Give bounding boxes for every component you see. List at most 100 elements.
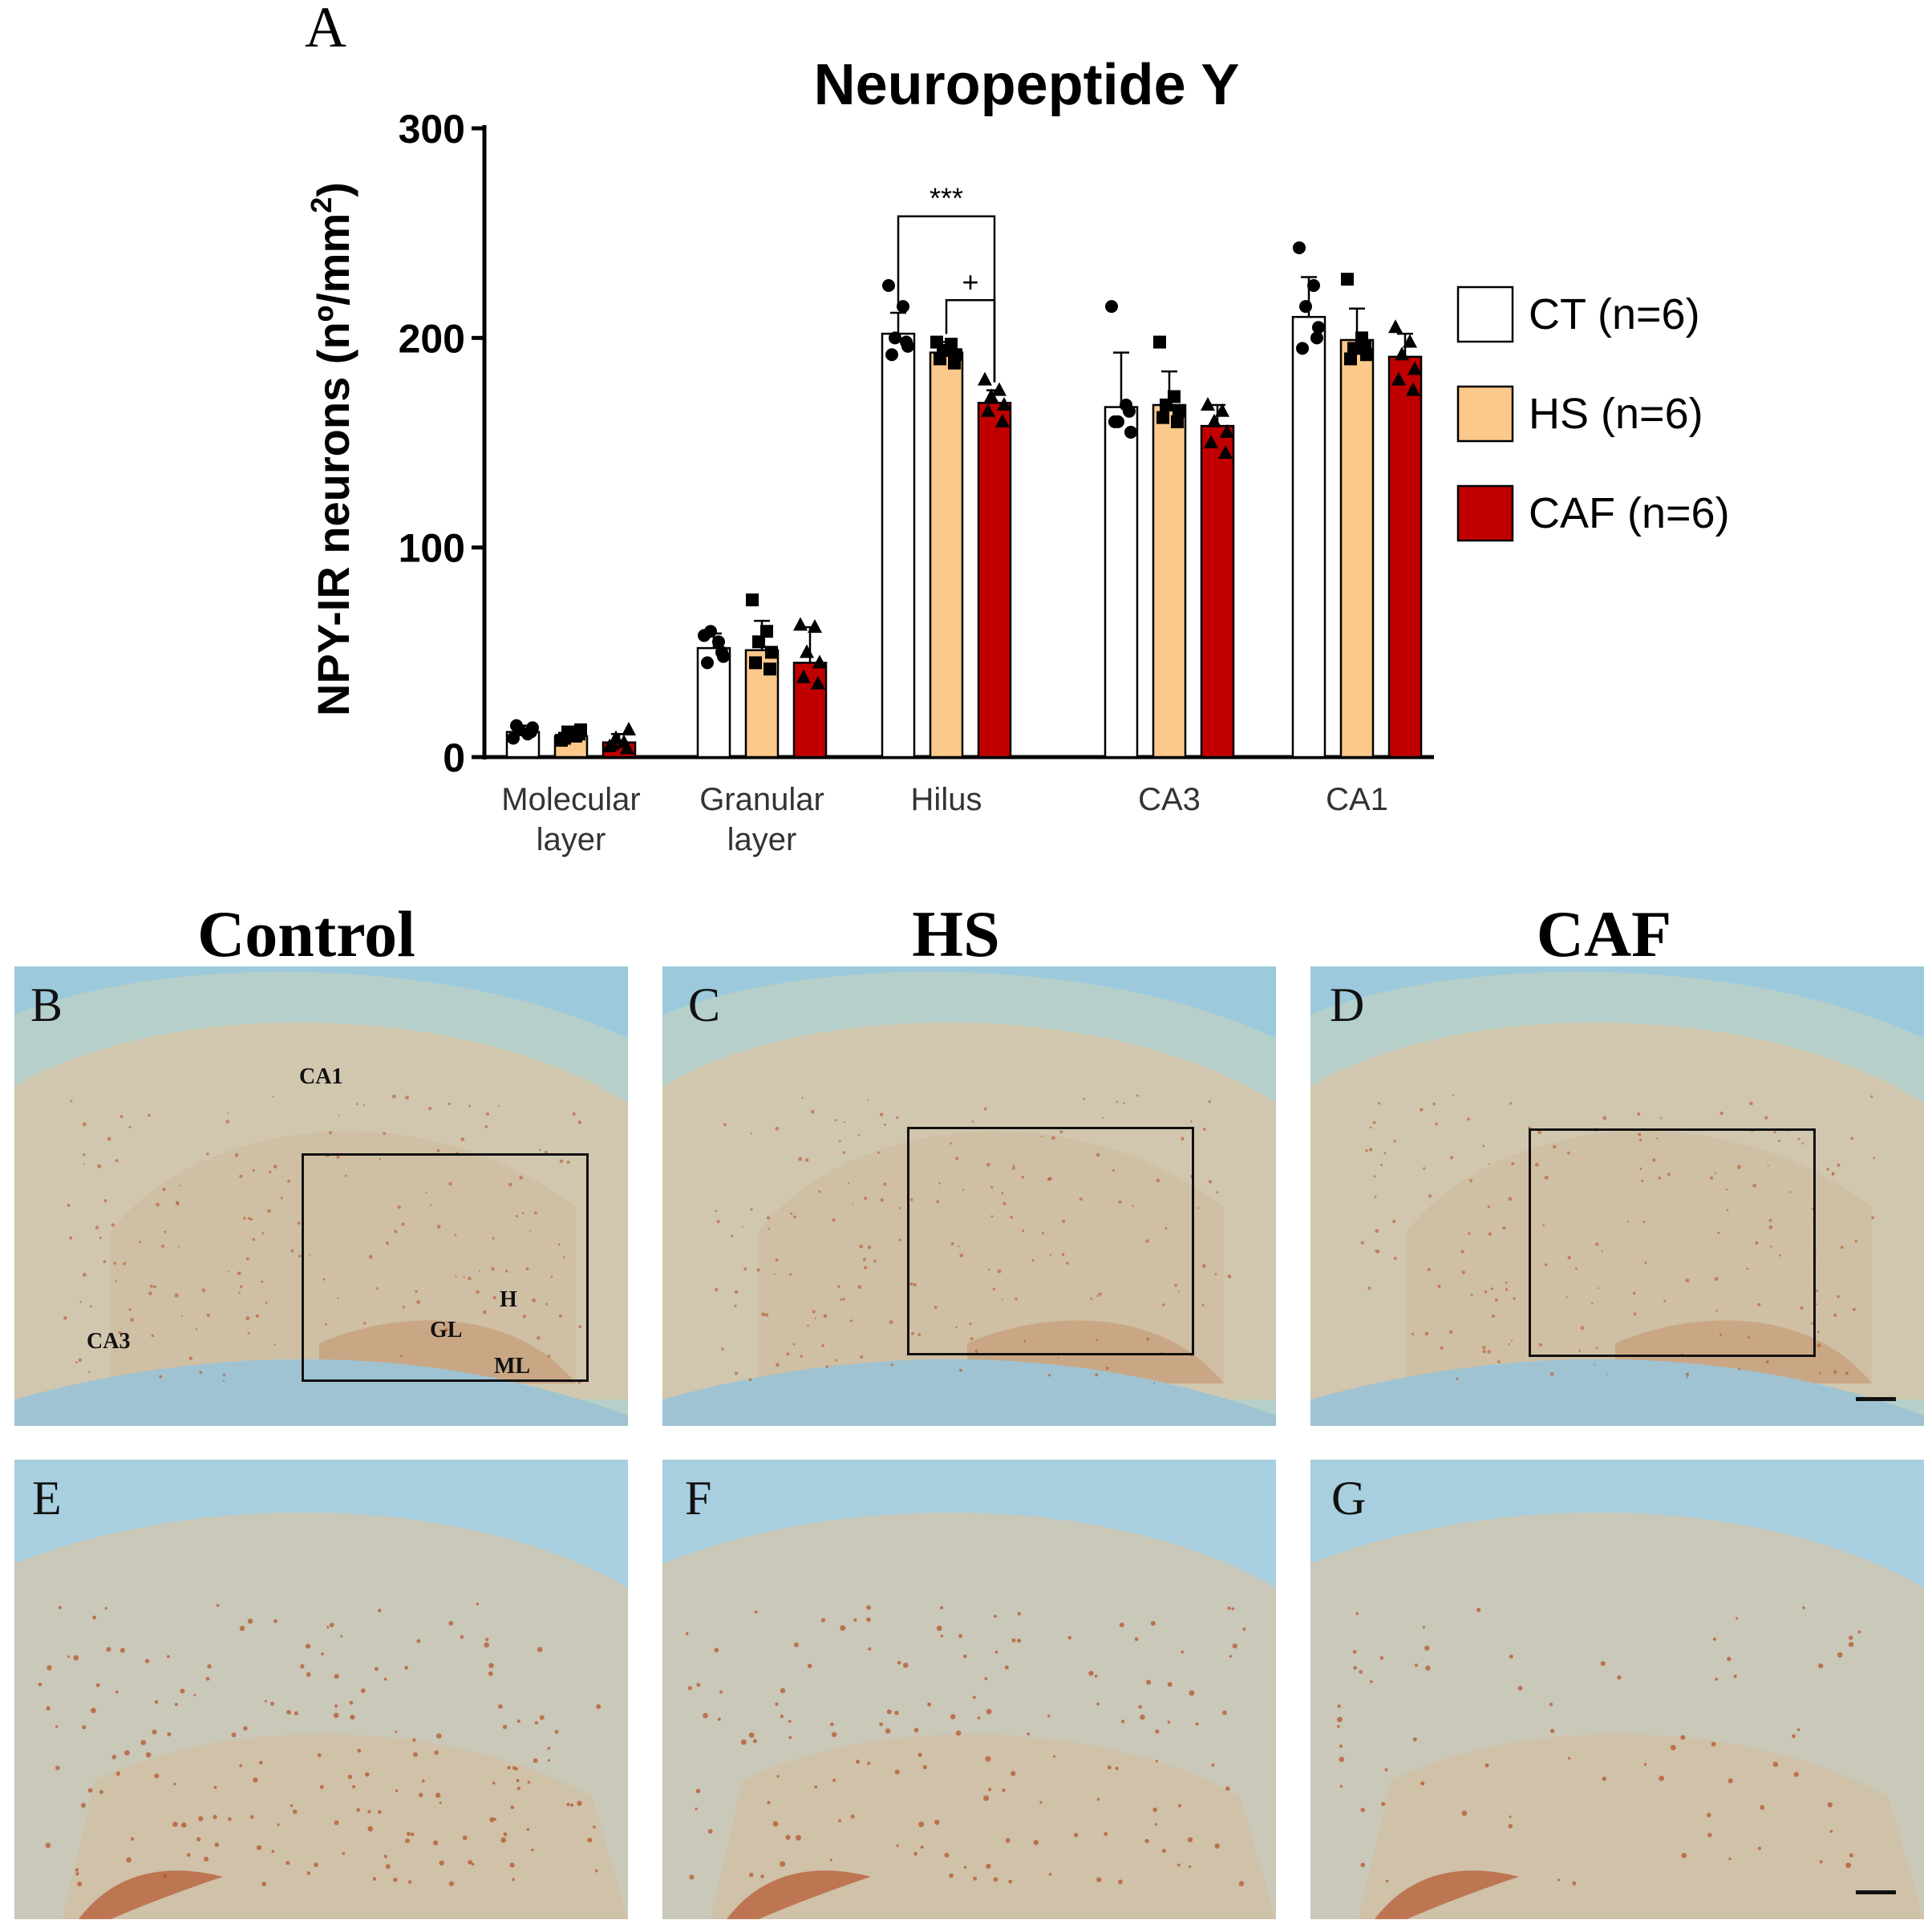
data-point	[1105, 300, 1118, 314]
panel-g-letter: G	[1331, 1472, 1367, 1525]
data-point	[900, 335, 913, 349]
panel-f-letter: F	[685, 1472, 712, 1525]
significance-bracket	[945, 299, 996, 383]
data-point	[885, 348, 898, 362]
data-point	[746, 593, 759, 606]
data-point	[1312, 321, 1325, 334]
panel-c-letter: C	[688, 978, 721, 1031]
y-tick-label: 300	[399, 107, 465, 152]
npy-bar-chart: 0 100 200 300 Molecular layer Granular layer Hil…	[305, 0, 1730, 857]
data-point	[704, 625, 717, 638]
data-point	[1307, 279, 1320, 292]
data-point	[1201, 396, 1215, 411]
data-point	[1293, 241, 1306, 254]
micrograph-image	[14, 1460, 628, 1919]
legend-swatch	[1456, 484, 1514, 542]
data-point	[1388, 319, 1403, 334]
chart-title: Neuropeptide Y	[814, 53, 1240, 117]
column-title-caf: CAF	[1536, 897, 1672, 970]
bar	[1200, 424, 1235, 759]
data-point	[882, 279, 895, 292]
region-label-ca3: CA3	[87, 1329, 131, 1354]
data-point	[981, 403, 995, 417]
bar	[1152, 403, 1187, 759]
y-tick-label: 100	[399, 526, 465, 571]
data-point	[978, 371, 992, 386]
panel-a-letter: A	[305, 0, 346, 59]
legend-swatch	[1456, 385, 1514, 443]
micrograph-image	[1310, 1460, 1924, 1919]
data-point	[1296, 342, 1309, 355]
micrograph-image	[662, 966, 1276, 1426]
data-point	[811, 675, 825, 690]
micrograph-e-control-zoom: E	[14, 1460, 628, 1919]
bar	[1104, 406, 1139, 759]
micrograph-f-hs-zoom: F	[662, 1460, 1276, 1919]
legend-label: HS (n=6)	[1529, 390, 1703, 438]
region-label-ca1: CA1	[299, 1064, 343, 1089]
data-point	[752, 635, 765, 649]
y-axis-label: NPY-IR neurons (nº/mm2)	[305, 182, 358, 716]
data-point	[525, 725, 537, 739]
data-point	[1395, 346, 1409, 361]
data-point	[606, 736, 620, 751]
x-tick-label: layer	[537, 822, 606, 857]
bar	[1387, 355, 1423, 759]
bar	[977, 402, 1012, 759]
y-axis-label-main: NPY-IR neurons (nº/mm	[308, 213, 358, 716]
y-axis-label-sup: 2	[305, 197, 338, 213]
region-label-granular-layer: GL	[430, 1318, 463, 1343]
inset-box	[1529, 1128, 1816, 1357]
data-point	[558, 731, 571, 745]
data-point	[997, 396, 1011, 411]
x-tick-label: Molecular	[501, 782, 640, 817]
x-tick-label: CA3	[1138, 782, 1201, 817]
data-point	[1108, 415, 1121, 428]
data-point	[1123, 404, 1136, 418]
data-point	[897, 300, 909, 314]
micrograph-c-hs: C	[662, 966, 1276, 1426]
data-point	[948, 356, 961, 370]
data-point	[800, 644, 814, 658]
data-point	[1403, 334, 1417, 348]
bar	[792, 662, 828, 759]
data-point	[995, 413, 1010, 427]
data-point	[1215, 403, 1229, 417]
data-point	[620, 740, 634, 755]
data-point	[749, 656, 762, 670]
data-point	[1310, 331, 1323, 345]
bar	[929, 351, 964, 759]
data-point	[934, 352, 946, 366]
data-point	[992, 382, 1007, 396]
data-point	[984, 388, 998, 403]
data-point	[793, 617, 808, 631]
micrograph-d-caf: D	[1310, 966, 1924, 1426]
data-point	[760, 625, 773, 638]
micrograph-b-control: B CA1 CA3 H GL ML	[14, 966, 628, 1426]
micrograph-image	[14, 966, 628, 1426]
data-point	[1407, 361, 1422, 375]
micrograph-g-caf-zoom: G	[1310, 1460, 1924, 1919]
legend-label: CT (n=6)	[1529, 290, 1700, 338]
data-point	[1341, 273, 1354, 286]
significance-marker: ***	[930, 181, 963, 214]
data-point	[1160, 398, 1173, 411]
x-tick-label: layer	[727, 822, 797, 857]
data-point	[1207, 413, 1221, 427]
data-point	[701, 656, 714, 670]
y-tick-label: 0	[443, 735, 465, 780]
panel-e-letter: E	[32, 1472, 62, 1525]
significance-marker: +	[962, 265, 978, 298]
bar	[881, 332, 916, 759]
column-title-hs: HS	[912, 897, 1000, 970]
y-tick-label: 200	[399, 316, 465, 361]
data-point	[808, 618, 822, 633]
data-point	[1156, 411, 1169, 424]
inset-box	[302, 1153, 589, 1382]
column-title-control: Control	[197, 897, 415, 970]
data-point	[1299, 300, 1312, 314]
data-point	[1124, 425, 1137, 439]
data-point	[765, 646, 778, 659]
panel-d-letter: D	[1330, 978, 1365, 1031]
data-point	[1204, 435, 1218, 448]
